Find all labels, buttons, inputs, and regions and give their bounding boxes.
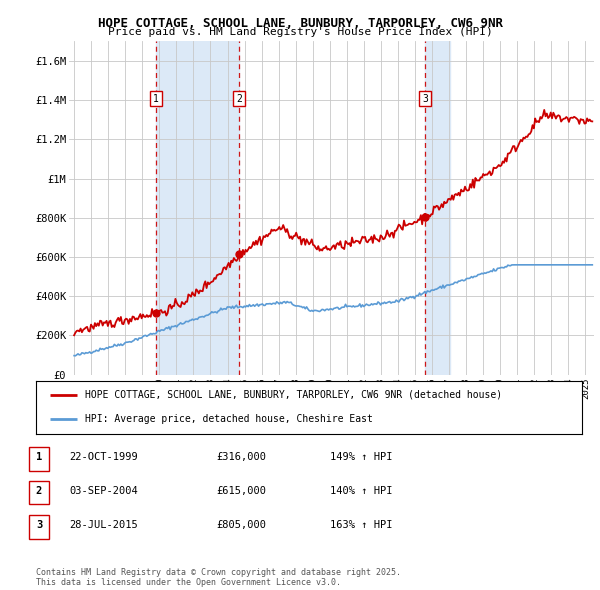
Text: Price paid vs. HM Land Registry's House Price Index (HPI): Price paid vs. HM Land Registry's House … xyxy=(107,27,493,37)
Text: HPI: Average price, detached house, Cheshire East: HPI: Average price, detached house, Ches… xyxy=(85,414,373,424)
Text: £316,000: £316,000 xyxy=(216,453,266,462)
Text: 1: 1 xyxy=(153,94,159,104)
Text: 140% ↑ HPI: 140% ↑ HPI xyxy=(330,486,392,496)
Bar xyxy=(425,41,451,375)
Text: 1: 1 xyxy=(36,453,42,462)
Bar xyxy=(156,41,239,375)
Text: 03-SEP-2004: 03-SEP-2004 xyxy=(69,486,138,496)
Text: 149% ↑ HPI: 149% ↑ HPI xyxy=(330,453,392,462)
Text: HOPE COTTAGE, SCHOOL LANE, BUNBURY, TARPORLEY, CW6 9NR (detached house): HOPE COTTAGE, SCHOOL LANE, BUNBURY, TARP… xyxy=(85,390,502,400)
Text: 28-JUL-2015: 28-JUL-2015 xyxy=(69,520,138,530)
Text: 163% ↑ HPI: 163% ↑ HPI xyxy=(330,520,392,530)
Text: HOPE COTTAGE, SCHOOL LANE, BUNBURY, TARPORLEY, CW6 9NR: HOPE COTTAGE, SCHOOL LANE, BUNBURY, TARP… xyxy=(97,17,503,30)
Text: £615,000: £615,000 xyxy=(216,486,266,496)
Text: 2: 2 xyxy=(236,94,242,104)
Text: 2: 2 xyxy=(36,486,42,496)
Text: 22-OCT-1999: 22-OCT-1999 xyxy=(69,453,138,462)
Text: £805,000: £805,000 xyxy=(216,520,266,530)
Text: Contains HM Land Registry data © Crown copyright and database right 2025.
This d: Contains HM Land Registry data © Crown c… xyxy=(36,568,401,587)
Text: 3: 3 xyxy=(422,94,428,104)
Text: 3: 3 xyxy=(36,520,42,530)
